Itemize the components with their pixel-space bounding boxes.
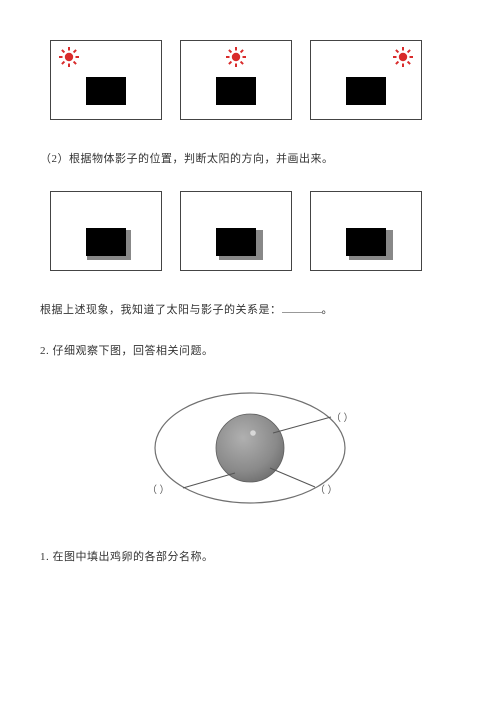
question-text-1: （2）根据物体影子的位置，判断太阳的方向，并画出来。	[40, 150, 450, 166]
conclusion-text: 根据上述现象，我知道了太阳与影子的关系是： 。	[40, 301, 450, 317]
object-block	[216, 228, 256, 256]
object-block	[86, 228, 126, 256]
panel-shadow-3	[310, 191, 422, 271]
panel-row-sun	[50, 40, 450, 120]
panel-shadow-2	[180, 191, 292, 271]
object-block	[346, 77, 386, 105]
question-text-2: 2. 仔细观察下图，回答相关问题。	[40, 342, 450, 358]
worksheet-page: （2）根据物体影子的位置，判断太阳的方向，并画出来。 根据上述现象，我知道了太阳…	[0, 0, 500, 609]
panel-shadow-1	[50, 191, 162, 271]
question-text-3: 1. 在图中填出鸡卵的各部分名称。	[40, 548, 450, 564]
panel-sun-2	[180, 40, 292, 120]
germinal-disc	[250, 430, 256, 436]
sun-icon	[59, 47, 79, 67]
object-block	[346, 228, 386, 256]
egg-label-blank[interactable]: （ ）	[147, 484, 170, 496]
sun-icon	[393, 47, 413, 67]
egg-label-blank[interactable]: （ ）	[315, 484, 338, 496]
fill-blank[interactable]	[282, 312, 322, 313]
egg-label-blank[interactable]: （ ）	[331, 412, 354, 424]
object-block	[216, 77, 256, 105]
panel-sun-1	[50, 40, 162, 120]
conclusion-suffix: 。	[322, 304, 334, 316]
panel-row-shadow	[50, 191, 450, 271]
egg-diagram: （ ） （ ） （ ）	[135, 383, 365, 513]
egg-diagram-container: （ ） （ ） （ ）	[50, 383, 450, 513]
conclusion-prefix: 根据上述现象，我知道了太阳与影子的关系是：	[40, 304, 282, 316]
object-block	[86, 77, 126, 105]
sun-icon	[226, 47, 246, 67]
egg-yolk	[216, 414, 284, 482]
panel-sun-3	[310, 40, 422, 120]
